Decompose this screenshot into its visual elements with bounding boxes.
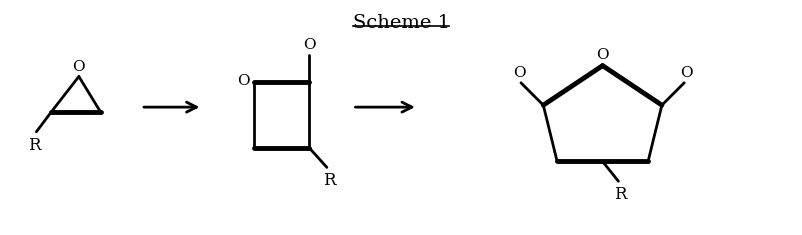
Text: O: O xyxy=(237,74,250,88)
Text: R: R xyxy=(28,137,41,154)
Text: O: O xyxy=(72,60,85,74)
Text: O: O xyxy=(679,66,691,80)
Text: O: O xyxy=(596,48,608,62)
Text: R: R xyxy=(322,172,334,189)
Text: O: O xyxy=(302,38,315,52)
Text: O: O xyxy=(512,66,525,80)
Text: R: R xyxy=(614,186,626,203)
Text: Scheme 1: Scheme 1 xyxy=(352,14,449,32)
